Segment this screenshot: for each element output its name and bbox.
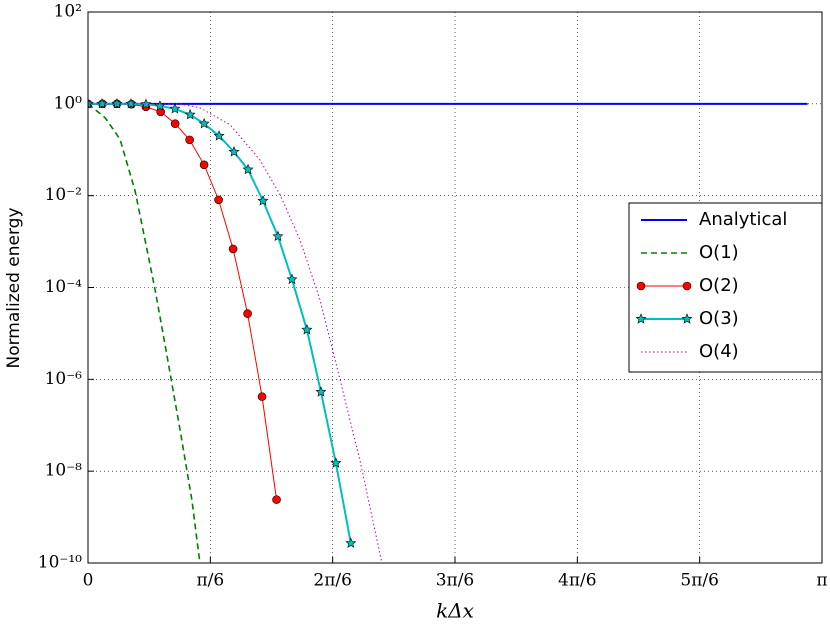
marker (213, 130, 225, 141)
marker (682, 281, 692, 291)
legend-label: O(4) (699, 341, 739, 362)
legend: Analytical O(1) O(2) O(3) O(4) (628, 202, 823, 373)
marker (272, 230, 284, 242)
marker (184, 108, 196, 120)
legend-label: Analytical (699, 209, 787, 230)
y-tick-label: 10⁻² (45, 185, 82, 205)
x-tick-label: 3π/6 (436, 571, 475, 591)
marker (125, 98, 137, 109)
marker (214, 195, 223, 205)
marker (681, 313, 693, 324)
marker (228, 146, 240, 157)
x-axis-title: kΔx (436, 599, 474, 623)
y-axis-title: Normalized energy (4, 207, 24, 368)
marker (242, 163, 254, 175)
x-tick-label: π (816, 571, 827, 591)
x-tick-label: 2π/6 (313, 571, 352, 591)
x-tick-label: 4π/6 (558, 571, 597, 591)
marker (345, 537, 357, 548)
y-tick-label: 10⁻⁶ (45, 369, 83, 389)
marker (330, 457, 342, 468)
legend-label: O(2) (699, 275, 739, 296)
marker (169, 103, 181, 114)
y-tick-label: 10⁻⁴ (45, 277, 83, 297)
marker (272, 495, 281, 504)
marker (170, 119, 180, 128)
marker (257, 195, 269, 206)
y-tick-label: 10⁰ (54, 93, 83, 113)
y-tick-label: 10⁻⁸ (45, 461, 83, 481)
plot-layer (88, 98, 808, 563)
series-line (88, 103, 383, 563)
x-tick-label: π/6 (196, 571, 224, 591)
marker (88, 98, 94, 109)
y-tick-label: 10² (54, 2, 82, 22)
marker (228, 244, 238, 254)
marker (257, 392, 267, 401)
marker (636, 281, 646, 291)
marker (286, 273, 298, 285)
marker (301, 323, 313, 335)
marker (111, 98, 123, 109)
legend-box (628, 202, 823, 373)
y-tick-label: 10⁻¹⁰ (38, 553, 82, 573)
marker (96, 98, 108, 109)
marker (185, 135, 194, 145)
x-tick-label: 5π/6 (680, 571, 719, 591)
legend-label: O(1) (699, 242, 739, 263)
x-tick-label: 0 (83, 571, 94, 591)
marker (243, 309, 252, 318)
marker (140, 98, 152, 109)
marker (199, 160, 209, 170)
marker (198, 117, 210, 129)
series-line (88, 103, 201, 563)
marker (315, 386, 327, 397)
marker (635, 313, 647, 324)
legend-label: O(3) (699, 308, 739, 329)
